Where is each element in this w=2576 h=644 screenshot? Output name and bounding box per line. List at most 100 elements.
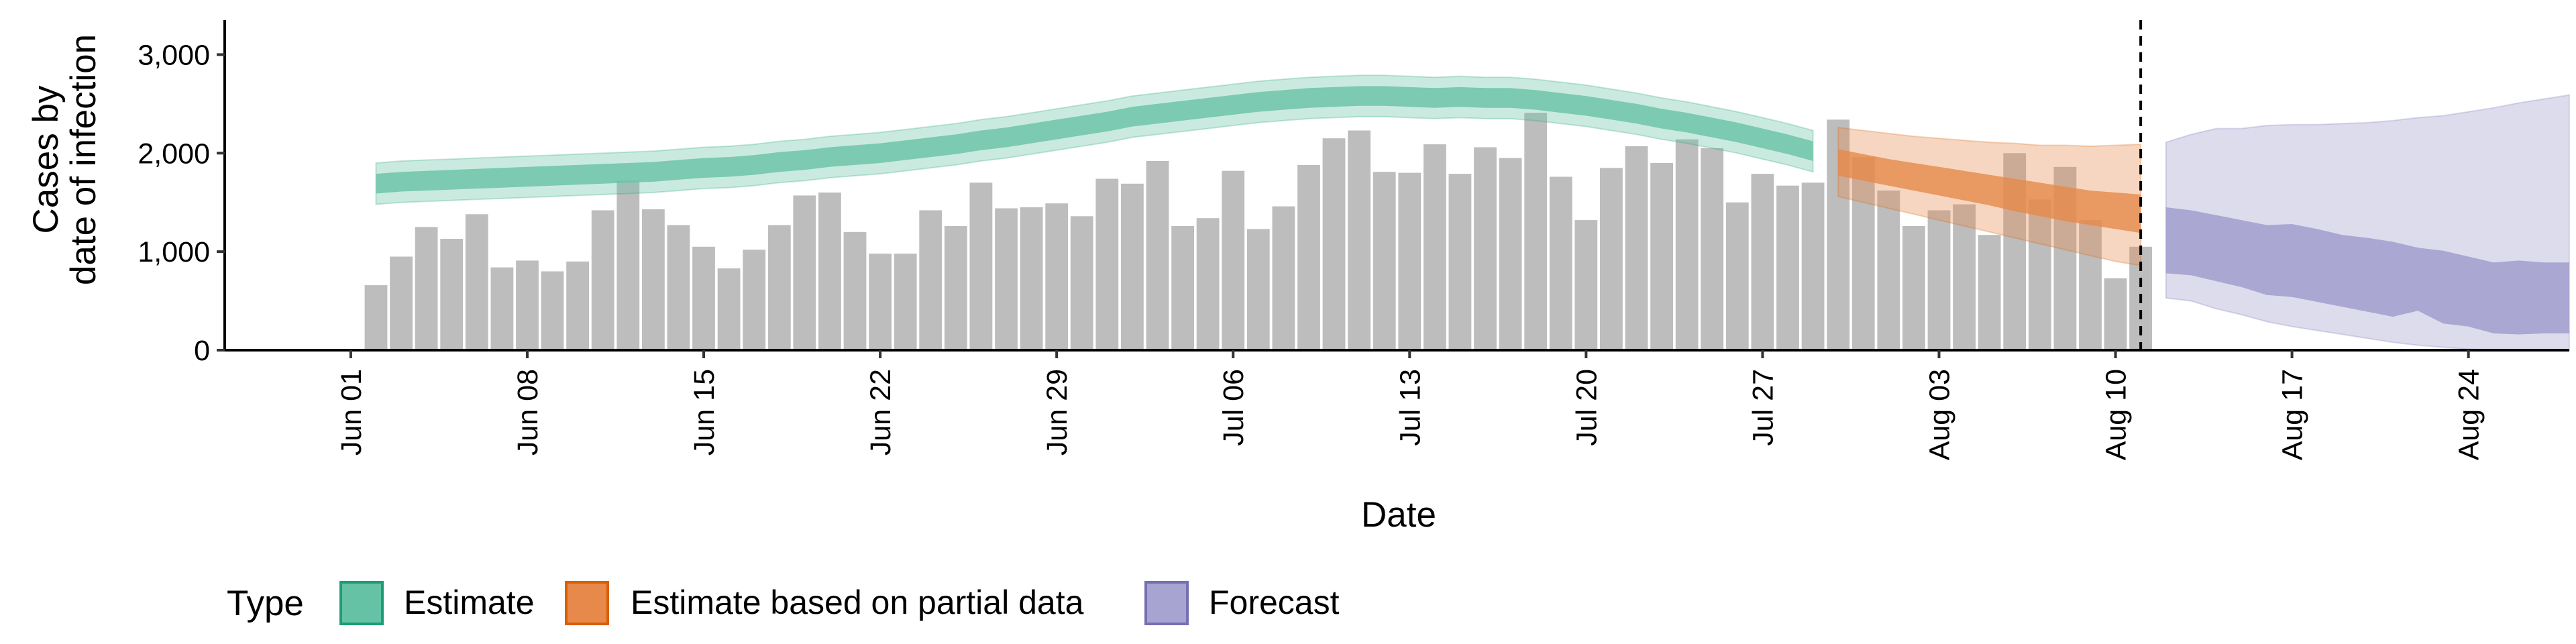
bar-cases-18 — [818, 193, 841, 350]
bar-cases-34 — [1222, 170, 1245, 350]
legend-label-estimate: Estimate — [404, 584, 535, 621]
bar-cases-61 — [1902, 225, 1925, 350]
observed-bars — [364, 113, 2152, 351]
bar-cases-21 — [894, 254, 917, 350]
bar-cases-43 — [1448, 174, 1472, 350]
band-inner-estimate-based-on-partial-data — [1838, 149, 2141, 233]
bar-cases-59 — [1851, 157, 1875, 350]
y-tick-label-1: 1,000 — [138, 236, 210, 268]
bar-cases-49 — [1600, 168, 1623, 351]
x-tick-label-2: Jun 15 — [688, 369, 720, 455]
bar-cases-44 — [1474, 147, 1497, 350]
legend-title: Type — [227, 584, 304, 623]
bar-cases-56 — [1776, 185, 1799, 350]
y-tick-label-3: 3,000 — [138, 39, 210, 71]
bar-cases-14 — [717, 268, 741, 350]
bar-cases-39 — [1348, 130, 1371, 350]
bar-cases-26 — [1020, 207, 1043, 350]
x-tick-label-7: Jul 20 — [1570, 369, 1603, 446]
x-tick-label-12: Aug 24 — [2453, 369, 2485, 460]
legend-key-estimate-partial — [565, 581, 609, 625]
bar-cases-64 — [1978, 235, 2001, 350]
bar-cases-12 — [667, 225, 690, 350]
bar-cases-51 — [1650, 163, 1673, 350]
bar-cases-47 — [1549, 176, 1572, 350]
bar-cases-57 — [1801, 182, 1825, 350]
y-axis-title-line-2: date of infection — [64, 34, 103, 285]
bar-cases-45 — [1499, 158, 1522, 350]
bar-cases-36 — [1272, 206, 1295, 350]
bar-cases-63 — [1953, 204, 1976, 350]
bar-cases-46 — [1524, 113, 1548, 350]
bar-cases-4 — [465, 214, 488, 350]
band-inner-estimate — [376, 86, 1813, 194]
bar-cases-1 — [390, 256, 413, 350]
bar-cases-23 — [944, 225, 967, 350]
bar-cases-3 — [440, 239, 464, 350]
bar-cases-0 — [364, 285, 388, 350]
x-tick-label-11: Aug 17 — [2277, 369, 2309, 460]
bar-cases-68 — [2079, 220, 2102, 350]
bar-cases-38 — [1322, 138, 1346, 350]
x-axis: Jun 01 Jun 08 Jun 15 Jun 22 Jun 29 Jul 06 Jul … — [225, 349, 2569, 460]
bar-cases-40 — [1373, 172, 1396, 350]
x-tick-label-10: Aug 10 — [2100, 369, 2133, 460]
bar-cases-6 — [516, 260, 539, 350]
bar-cases-15 — [743, 250, 766, 350]
bar-cases-50 — [1625, 146, 1648, 350]
bar-cases-25 — [995, 208, 1018, 350]
bar-cases-27 — [1045, 203, 1069, 350]
bar-cases-41 — [1398, 172, 1421, 350]
x-tick-label-4: Jun 29 — [1041, 369, 1073, 455]
bar-cases-7 — [541, 271, 564, 350]
y-axis-title-line-1: Cases by — [26, 85, 66, 233]
bar-cases-8 — [566, 261, 589, 350]
bar-cases-52 — [1675, 139, 1699, 350]
bar-cases-53 — [1701, 148, 1724, 350]
bar-cases-17 — [793, 195, 816, 350]
bar-cases-55 — [1751, 174, 1774, 350]
bar-cases-16 — [767, 225, 791, 350]
x-tick-label-5: Jul 06 — [1218, 369, 1250, 446]
x-tick-label-8: Jul 27 — [1747, 369, 1779, 446]
bar-cases-30 — [1121, 183, 1144, 350]
bar-cases-32 — [1171, 225, 1194, 350]
bar-cases-24 — [969, 182, 993, 350]
bar-cases-11 — [642, 209, 665, 350]
legend-label-forecast: Forecast — [1209, 584, 1340, 621]
bar-cases-54 — [1725, 202, 1749, 350]
band-outer-estimate — [375, 74, 1814, 205]
bar-cases-5 — [490, 267, 514, 350]
bar-cases-35 — [1246, 229, 1270, 350]
bar-cases-13 — [692, 246, 715, 350]
x-tick-label-0: Jun 01 — [335, 369, 368, 455]
bar-cases-9 — [591, 210, 614, 350]
y-axis: 0 1,000 2,000 3,000 — [138, 20, 226, 367]
bar-cases-2 — [415, 227, 438, 350]
estimate-bands — [375, 74, 2570, 351]
x-tick-label-1: Jun 08 — [512, 369, 544, 455]
legend: Type Estimate Estimate based on partial … — [227, 581, 1340, 625]
bar-cases-69 — [2104, 278, 2127, 350]
legend-label-estimate-partial: Estimate based on partial data — [631, 584, 1084, 621]
bar-cases-29 — [1095, 178, 1119, 350]
y-tick-label-2: 2,000 — [138, 138, 210, 170]
legend-key-estimate — [339, 581, 384, 625]
bar-cases-62 — [1927, 210, 1951, 350]
plot-area — [364, 20, 2570, 351]
bar-cases-42 — [1424, 144, 1446, 350]
bar-cases-66 — [2028, 199, 2051, 350]
bar-cases-48 — [1574, 220, 1598, 350]
bar-cases-60 — [1877, 191, 1900, 350]
y-tick-label-0: 0 — [194, 335, 210, 367]
bar-cases-28 — [1070, 216, 1093, 350]
band-inner-forecast — [2165, 207, 2569, 335]
x-tick-label-3: Jun 22 — [865, 369, 897, 455]
bar-cases-10 — [616, 180, 640, 350]
x-tick-label-9: Aug 03 — [1924, 369, 1956, 460]
x-tick-label-6: Jul 13 — [1394, 369, 1426, 446]
bar-cases-31 — [1146, 161, 1169, 350]
bar-cases-33 — [1196, 218, 1220, 350]
x-axis-title: Date — [1361, 495, 1436, 535]
